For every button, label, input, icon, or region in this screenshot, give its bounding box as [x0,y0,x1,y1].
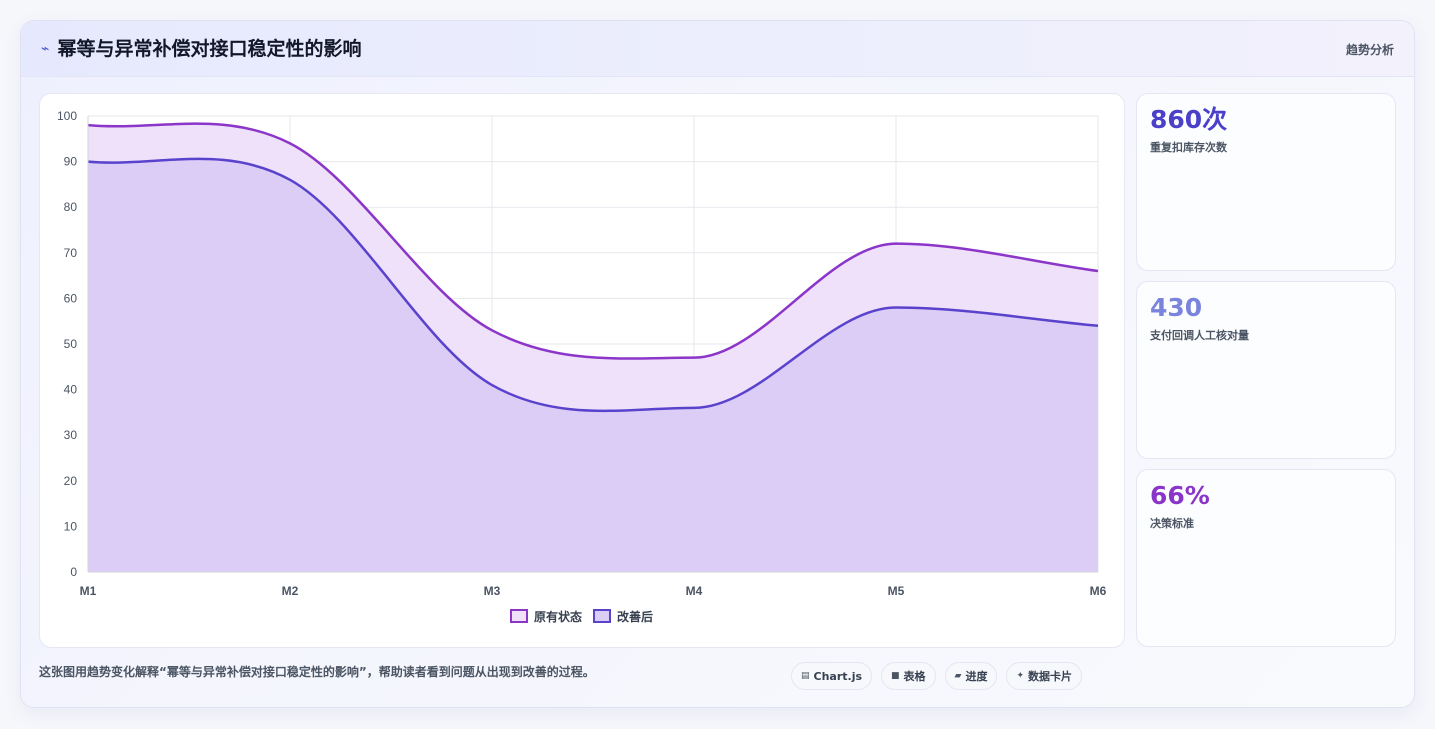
page-title: 幂等与异常补偿对接口稳定性的影响 [57,38,362,60]
series-area-1 [88,158,1098,572]
stat-card-decision-standard: 66% 决策标准 [1136,469,1396,647]
stat-label: 重复扣库存次数 [1150,141,1227,154]
chip-label: 数据卡片 [1028,670,1073,683]
chip-progress[interactable]: ▰ 进度 [944,662,998,690]
x-tick-label: M1 [80,584,97,598]
chip-chartjs[interactable]: ▤ Chart.js [791,662,873,690]
y-tick-label: 70 [64,246,78,260]
table-icon: ■ [891,671,900,681]
chip-data-cards[interactable]: ✦ 数据卡片 [1006,662,1083,690]
y-tick-label: 30 [64,428,78,442]
stat-label: 决策标准 [1150,517,1194,530]
sparkle-icon: ✦ [1016,671,1025,681]
feature-chips: ▤ Chart.js ■ 表格 ▰ 进度 ✦ 数据卡片 [791,662,1091,690]
x-tick-label: M6 [1090,584,1107,598]
y-tick-label: 20 [64,474,78,488]
y-tick-label: 100 [57,109,77,123]
y-tick-label: 90 [64,155,78,169]
stat-value: 66% [1150,481,1210,510]
trend-analysis-tag[interactable]: 趋势分析 [1345,43,1394,57]
y-tick-label: 0 [70,565,77,579]
y-tick-label: 60 [64,291,78,305]
chart-description: 这张图用趋势变化解释“幂等与异常补偿对接口稳定性的影响”，帮助读者看到问题从出现… [39,665,595,679]
y-tick-label: 10 [64,519,78,533]
y-tick-label: 50 [64,337,78,351]
legend-swatch-0 [510,609,528,623]
stat-card-manual-checks: 430 支付回调人工核对量 [1136,281,1396,459]
chip-label: 进度 [965,670,988,683]
dashboard-card: ⌁ 幂等与异常补偿对接口稳定性的影响 趋势分析 0 10 20 30 40 50 60 70 8… [20,20,1415,708]
stat-value: 430 [1150,293,1203,322]
y-tick-label: 40 [64,383,78,397]
stat-label: 支付回调人工核对量 [1150,329,1249,342]
y-tick-label: 80 [64,200,78,214]
stat-card-duplicate-deductions: 860次 重复扣库存次数 [1136,93,1396,271]
card-header: ⌁ 幂等与异常补偿对接口稳定性的影响 趋势分析 [21,21,1414,77]
chip-table[interactable]: ■ 表格 [881,662,936,690]
legend-label-0: 原有状态 [534,609,582,624]
pulse-icon: ⌁ [41,41,50,57]
x-tick-label: M2 [282,584,299,598]
stat-value: 860次 [1150,105,1228,134]
chart-panel: 0 10 20 30 40 50 60 70 80 90 100 M1 M2 M3 M4 M5 M6 原有状态 改善… [39,93,1125,648]
legend-swatch-1 [593,609,611,623]
progress-icon: ▰ [954,671,962,681]
chip-label: Chart.js [813,669,863,683]
chart-icon: ▤ [801,671,810,681]
x-tick-label: M3 [484,584,501,598]
legend-label-1: 改善后 [617,609,653,624]
series-line-1 [87,157,1099,413]
x-tick-label: M4 [686,584,703,598]
title-group: ⌁ 幂等与异常补偿对接口稳定性的影响 [41,37,361,61]
area-chart: 0 10 20 30 40 50 60 70 80 90 100 M1 M2 M3 M4 M5 M6 原有状态 改善… [57,109,1107,624]
series-line-0 [87,122,1099,360]
chip-label: 表格 [903,670,926,683]
x-tick-label: M5 [888,584,905,598]
